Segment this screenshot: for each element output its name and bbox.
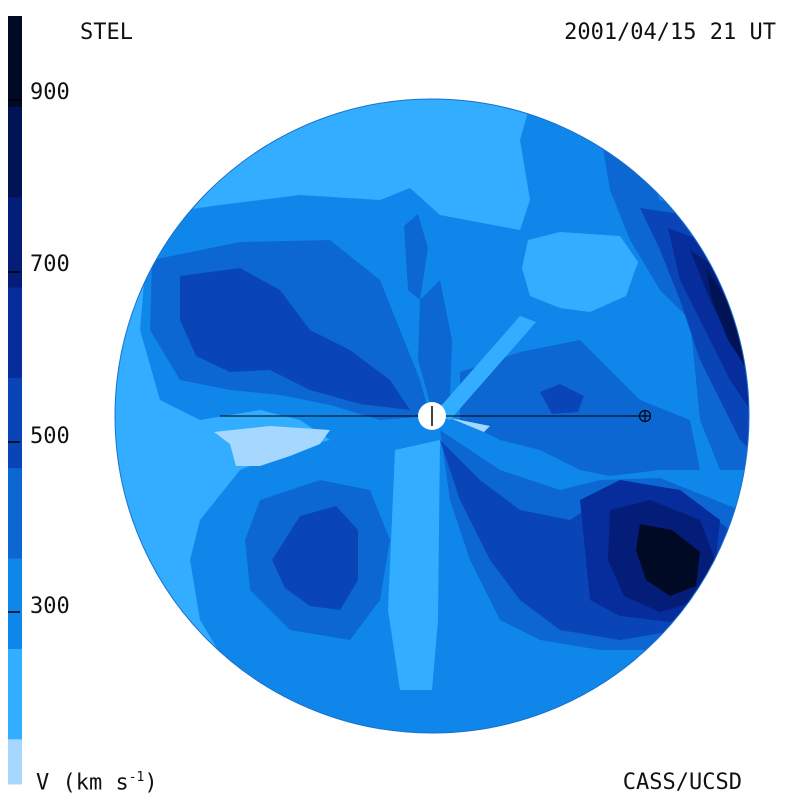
- disk-outline: [114, 98, 750, 734]
- colorbar-ticks: [8, 99, 20, 613]
- contour-region: [388, 440, 440, 690]
- colorbar-segment: [8, 738, 22, 785]
- contour-region: [460, 340, 700, 476]
- colorbar-segment: [8, 558, 22, 649]
- contour-region: [706, 268, 748, 370]
- colorbar-segment: [8, 16, 22, 107]
- timestamp-label: 2001/04/15 21 UT: [564, 20, 776, 45]
- colorbar-tick-300: 300: [30, 594, 70, 619]
- quantity-exponent: -1: [128, 770, 145, 785]
- velocity-disk: [115, 99, 749, 733]
- contour-region: [450, 418, 490, 432]
- colorbar-segment: [8, 287, 22, 378]
- credit-label: CASS/UCSD: [622, 770, 742, 795]
- quantity-label: V (km s-1): [36, 770, 158, 795]
- colorbar-segment: [8, 377, 22, 469]
- quantity-close: ): [144, 770, 158, 796]
- colorbar: [8, 16, 22, 785]
- contour-region: [522, 232, 638, 312]
- contour-region: [434, 316, 536, 420]
- contour-region: [540, 384, 584, 414]
- earth-icon: [638, 409, 652, 423]
- instrument-label: STEL: [80, 20, 133, 45]
- colorbar-segment: [8, 467, 22, 559]
- colorbar-segment: [8, 196, 22, 288]
- colorbar-tick-700: 700: [30, 252, 70, 277]
- colorbar-segment: [8, 648, 22, 740]
- contour-region: [636, 524, 700, 596]
- colorbar-tick-500: 500: [30, 424, 70, 449]
- contour-region: [272, 506, 358, 610]
- colorbar-segment: [8, 106, 22, 198]
- contour-region: [404, 214, 428, 300]
- quantity-text: V (km s: [36, 770, 129, 796]
- contour-region: [214, 426, 330, 466]
- colorbar-tick-900: 900: [30, 80, 70, 105]
- contour-region: [180, 268, 410, 410]
- contour-region: [418, 280, 452, 410]
- contour-region: [668, 228, 749, 410]
